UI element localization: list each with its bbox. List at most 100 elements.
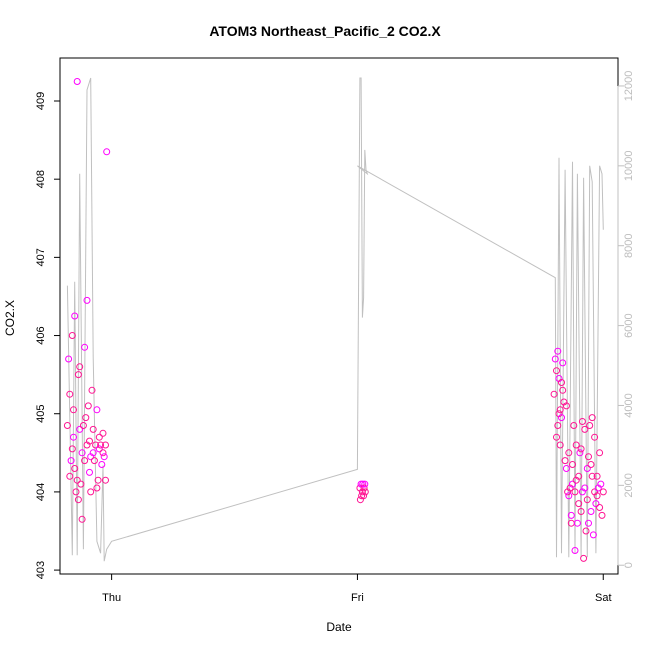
data-point (68, 445, 76, 453)
data-point (565, 449, 573, 457)
data-point (66, 472, 74, 480)
y-tick-label: 407 (35, 248, 47, 266)
data-point (587, 508, 595, 515)
data-point (550, 390, 558, 398)
data-point (562, 465, 570, 472)
y-tick-label: 403 (35, 561, 47, 579)
data-point (82, 414, 90, 422)
left-axis: 403 404 405 406 407 408 409 (35, 92, 60, 579)
data-point (77, 480, 85, 488)
data-point (70, 406, 77, 414)
data-point (556, 406, 564, 414)
data-point (596, 504, 604, 511)
line-series (66, 77, 604, 562)
data-point (74, 496, 82, 504)
data-point (588, 472, 596, 480)
x-axis-label: Date (326, 620, 352, 634)
data-point (572, 441, 580, 449)
data-point (95, 433, 103, 441)
data-point (556, 441, 564, 449)
data-point (72, 488, 80, 496)
y2-tick-label: 6000 (623, 313, 635, 337)
data-point (553, 367, 560, 375)
point-series (63, 78, 607, 562)
data-point (98, 461, 106, 468)
data-point (63, 422, 71, 429)
data-point (554, 347, 562, 355)
data-point (89, 449, 97, 457)
data-point (73, 78, 81, 85)
data-point (78, 515, 86, 523)
data-point (87, 488, 95, 496)
data-point (589, 531, 597, 539)
x-tick-label: Thu (102, 592, 121, 604)
data-point (95, 445, 103, 453)
y-tick-label: 408 (35, 170, 47, 188)
data-point (565, 492, 573, 500)
data-point (592, 500, 600, 508)
data-point (561, 457, 569, 465)
y-axis-label: CO2.X (3, 300, 17, 336)
data-point (89, 425, 97, 433)
data-point (360, 484, 368, 492)
chart-title: ATOM3 Northeast_Pacific_2 CO2.X (209, 23, 441, 39)
data-point (593, 492, 601, 500)
x-tick-label: Fri (351, 592, 364, 604)
data-point (90, 457, 98, 465)
data-point (361, 488, 369, 496)
data-point (562, 402, 570, 410)
x-axis: Thu Fri Sat (102, 574, 612, 604)
data-point (593, 472, 601, 480)
data-point (68, 332, 76, 339)
data-point (587, 461, 595, 468)
data-point (570, 422, 578, 429)
right-axis: 0 2000 4000 6000 8000 10000 12000 (617, 71, 635, 568)
data-point (588, 414, 596, 422)
data-point (94, 476, 102, 484)
data-point (591, 433, 599, 441)
y2-tick-label: 0 (623, 562, 635, 568)
data-point (78, 449, 86, 457)
data-point (359, 480, 367, 488)
data-point (553, 433, 560, 441)
y2-tick-label: 10000 (623, 151, 635, 182)
data-point (84, 402, 92, 410)
data-point (571, 547, 579, 554)
data-point (73, 476, 81, 484)
x-tick-label: Sat (595, 592, 612, 604)
data-point (71, 312, 79, 320)
data-point (580, 554, 588, 562)
data-point (93, 484, 101, 492)
y2-tick-label: 4000 (623, 393, 635, 417)
data-point (67, 457, 75, 465)
y-tick-label: 404 (35, 483, 47, 501)
data-point (97, 441, 105, 449)
data-point (569, 461, 576, 468)
data-point (575, 472, 583, 480)
data-point (551, 355, 559, 363)
data-point (102, 441, 109, 449)
data-point (575, 500, 583, 508)
data-point (93, 406, 101, 414)
data-point (65, 355, 73, 363)
data-point (81, 343, 89, 351)
data-point (599, 488, 607, 496)
data-point (66, 390, 74, 398)
data-point (71, 465, 79, 472)
y2-tick-label: 8000 (623, 233, 635, 257)
data-point (567, 511, 575, 519)
data-point (86, 437, 93, 445)
data-point (81, 457, 89, 465)
data-point (559, 359, 567, 367)
data-point (76, 363, 84, 371)
data-point (569, 480, 576, 488)
data-point (598, 511, 606, 519)
data-point (582, 527, 590, 535)
data-point (578, 418, 586, 425)
data-point (76, 425, 84, 433)
y-tick-label: 405 (35, 405, 47, 423)
data-point (74, 371, 82, 379)
data-point (360, 492, 368, 500)
data-point (100, 453, 108, 461)
